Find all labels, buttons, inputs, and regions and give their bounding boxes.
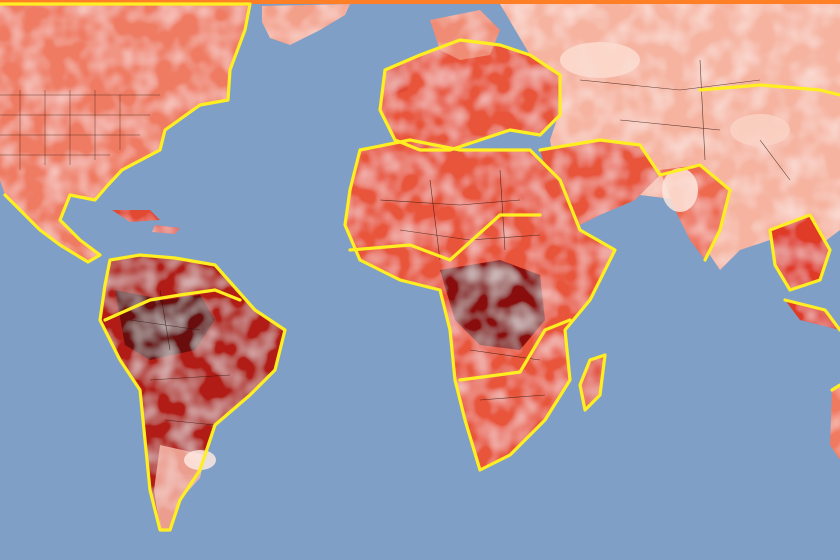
landmass-central-africa	[440, 260, 545, 350]
us-state-grid	[0, 90, 160, 170]
landmass-greenland	[262, 4, 350, 45]
landmass-caribbean	[112, 210, 180, 234]
pale-spots	[184, 42, 790, 470]
landmass-oceania-edge	[830, 385, 840, 460]
region-borders	[0, 2, 840, 532]
landmass-scandinavia	[430, 10, 500, 60]
top-edge-strip	[0, 0, 840, 4]
landmass-north-america	[0, 4, 250, 262]
landmass-uk	[385, 62, 408, 96]
landmass-europe	[380, 40, 560, 150]
country-borders	[129, 59, 791, 426]
